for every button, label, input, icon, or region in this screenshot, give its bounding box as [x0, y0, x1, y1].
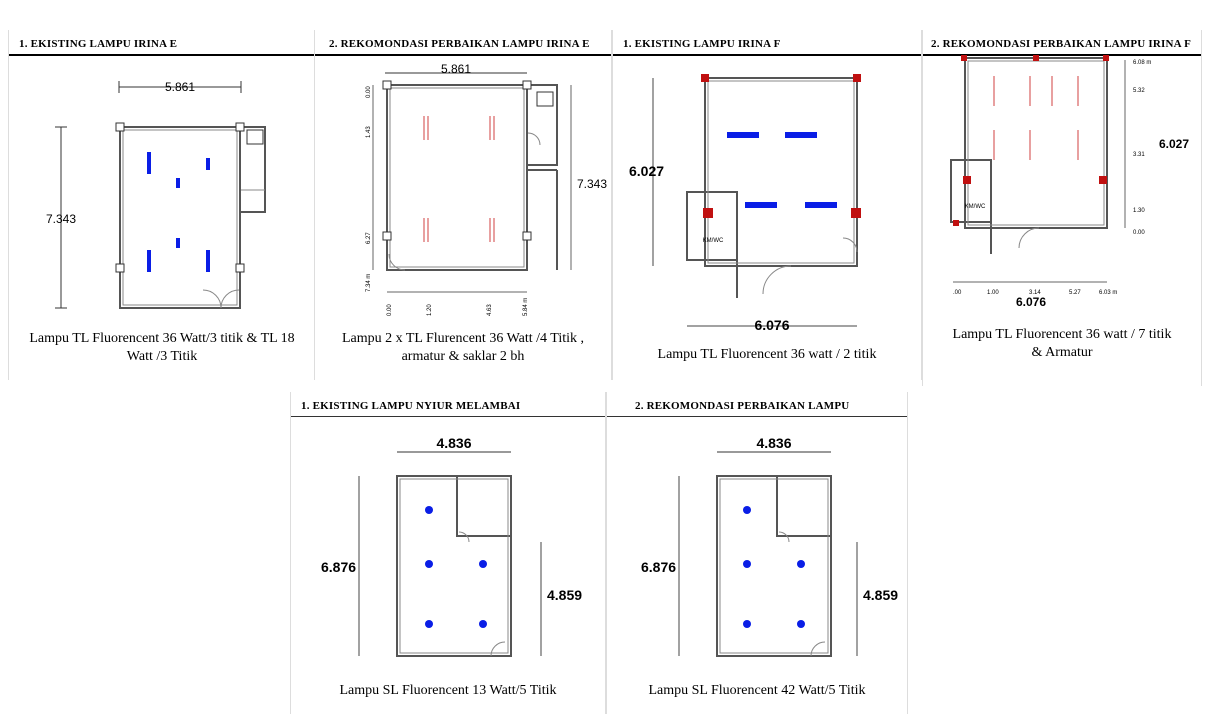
- width-dimension: 5.861: [441, 62, 471, 76]
- bottom-tick-2: 3.14: [1029, 290, 1041, 296]
- right-tick-4: 0.00: [1133, 230, 1145, 236]
- caption-line-2: armatur & saklar 2 bh: [401, 349, 525, 364]
- height-dimension: 6.876: [321, 559, 356, 575]
- floor-plan-irina-e: 5.861 7.343: [46, 80, 266, 309]
- width-dimension: 4.836: [436, 435, 471, 451]
- right-tick-2: 3.31: [1133, 152, 1145, 158]
- left-tick-0: 0.00: [366, 86, 372, 98]
- title-rule: [923, 54, 1201, 56]
- width-dimension: 5.861: [165, 80, 195, 94]
- height-dimension: 6.027: [629, 163, 664, 179]
- bottom-tick-1: 1.20: [427, 304, 433, 316]
- height-dimension: 6.876: [641, 559, 676, 575]
- title-rule: [607, 416, 907, 417]
- panel-irina-f-existing: 1. EKISTING LAMPU IRINA F KM/WC 6.02: [612, 30, 922, 380]
- panel-nyiur-melambai-existing: 1. EKISTING LAMPU NYIUR MELAMBAI 4.836 6…: [290, 392, 606, 714]
- bottom-tick-2: 4.63: [487, 304, 493, 316]
- caption-line-1: Lampu TL Fluorencent 36 watt / 7 titik: [952, 327, 1172, 342]
- title-rule: [315, 54, 611, 56]
- panel-title: 2. REKOMONDASI PERBAIKAN LAMPU IRINA E: [329, 38, 590, 50]
- caption-line-1: Lampu SL Fluorencent 13 Watt/5 Titik: [339, 683, 557, 698]
- title-rule: [9, 54, 315, 56]
- bottom-tick-4: 6.03 m: [1099, 290, 1117, 296]
- bottom-tick-1: 1.00: [987, 290, 999, 296]
- bottom-tick-3: 5.84 m: [523, 298, 529, 316]
- right-tick-3: 1.30: [1133, 208, 1145, 214]
- side-dimension: 4.859: [863, 587, 898, 603]
- panel-irina-e-existing: 1. EKISTING LAMPU IRINA E 5.861 7.343: [8, 30, 316, 380]
- panel-title: 2. REKOMONDASI PERBAIKAN LAMPU IRINA F: [931, 38, 1191, 50]
- bottom-tick-0: .00: [953, 290, 962, 296]
- title-rule: [613, 54, 921, 56]
- caption-line-1: Lampu 2 x TL Flurencent 36 Watt /4 Titik…: [341, 331, 585, 346]
- panel-title: 1. EKISTING LAMPU NYIUR MELAMBAI: [301, 400, 521, 412]
- floor-plan-irina-e-recommended: 5.861 0.00 1.43 6.27: [366, 62, 607, 316]
- panel-title: 1. EKISTING LAMPU IRINA E: [19, 38, 178, 50]
- panel-irina-f-recommendation: 2. REKOMONDASI PERBAIKAN LAMPU IRINA F K…: [922, 30, 1202, 386]
- floor-plan-nyiur-melambai-recommended: 4.836 6.876 4.859: [641, 435, 898, 657]
- floor-plan-nyiur-melambai: 4.836 6.876 4.859: [321, 435, 582, 657]
- height-dimension: 6.027: [1159, 137, 1189, 151]
- right-tick-1: 5.32: [1133, 88, 1145, 94]
- height-dimension: 7.343: [577, 177, 607, 191]
- bottom-tick-0: 0.00: [387, 304, 393, 316]
- panel-irina-e-recommendation: 2. REKOMONDASI PERBAIKAN LAMPU IRINA E 5…: [314, 30, 612, 380]
- caption-line-2: Watt /3 Titik: [126, 349, 198, 364]
- caption-line-1: Lampu SL Fluorencent 42 Watt/5 Titik: [648, 683, 866, 698]
- title-rule: [291, 416, 605, 417]
- side-dimension: 4.859: [547, 587, 582, 603]
- left-tick-2: 6.27: [366, 232, 372, 244]
- left-tick-3: 7.34 m: [366, 274, 372, 292]
- width-dimension: 6.076: [1016, 295, 1046, 309]
- bottom-tick-3: 5.27: [1069, 290, 1081, 296]
- panel-nyiur-melambai-recommendation: 2. REKOMONDASI PERBAIKAN LAMPU 4.836 6.8…: [606, 392, 908, 714]
- right-tick-0: 6.08 m: [1133, 60, 1151, 66]
- caption-line-2: & Armatur: [1031, 345, 1093, 360]
- panel-title: 2. REKOMONDASI PERBAIKAN LAMPU: [635, 400, 850, 412]
- height-dimension: 7.343: [46, 212, 76, 226]
- room-label-kmwc: KM/WC: [703, 238, 724, 244]
- caption-line-1: Lampu TL Fluorencent 36 Watt/3 titik & T…: [29, 331, 295, 346]
- floor-plan-irina-f: KM/WC 6.027 6.076: [629, 74, 861, 333]
- width-dimension: 6.076: [754, 317, 789, 333]
- floor-plan-irina-f-recommended: KM/WC 6.08 m 5.32 3.31 1.30 0.00 6.027 .…: [950, 55, 1189, 309]
- left-tick-1: 1.43: [366, 126, 372, 138]
- room-label-kmwc: KM/WC: [965, 204, 986, 210]
- caption-line-1: Lampu TL Fluorencent 36 watt / 2 titik: [657, 347, 877, 362]
- width-dimension: 4.836: [756, 435, 791, 451]
- panel-title: 1. EKISTING LAMPU IRINA F: [623, 38, 781, 50]
